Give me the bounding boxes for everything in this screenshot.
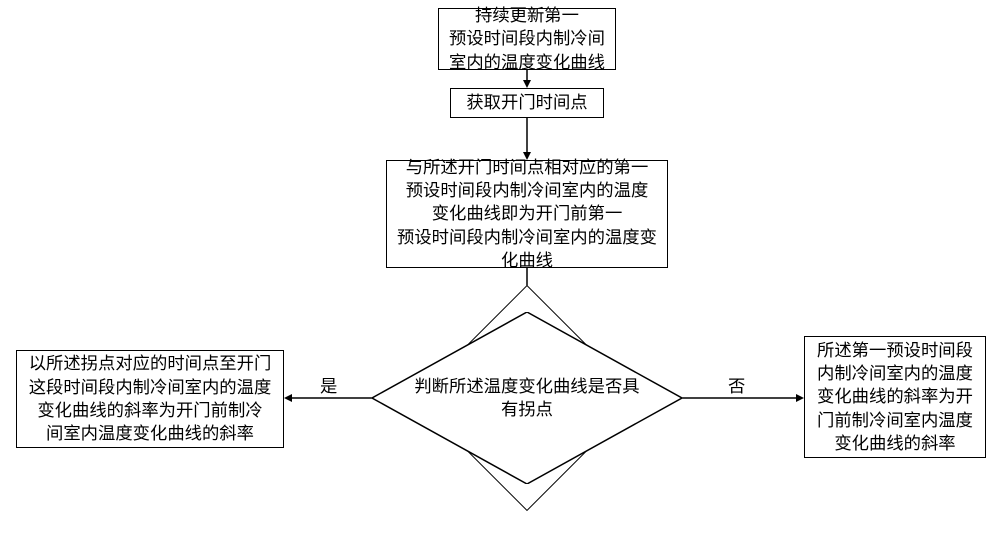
flow-box-slope-from-inflection: 以所述拐点对应的时间点至开门这段时间段内制冷间室内的温度变化曲线的斜率为开门前制…	[16, 350, 284, 448]
arrow-n2-n3	[523, 118, 531, 160]
diamond-text-wrap: 判断所述温度变化曲线是否具有拐点	[372, 312, 682, 484]
flow-box-text: 获取开门时间点	[466, 91, 587, 114]
flow-decision-has-inflection: 判断所述温度变化曲线是否具有拐点	[372, 312, 682, 484]
flow-decision-text: 判断所述温度变化曲线是否具有拐点	[414, 375, 639, 422]
flow-box-text: 持续更新第一预设时间段内制冷间室内的温度变化曲线	[449, 4, 605, 74]
edge-label-yes: 是	[320, 372, 337, 397]
edge-label-text: 否	[728, 377, 745, 396]
flow-box-corresponding-curve: 与所述开门时间点相对应的第一预设时间段内制冷间室内的温度变化曲线即为开门前第一预…	[386, 160, 668, 268]
flow-box-update-curve: 持续更新第一预设时间段内制冷间室内的温度变化曲线	[438, 8, 616, 70]
flow-box-text: 所述第一预设时间段内制冷间室内的温度变化曲线的斜率为开门前制冷间室内温度变化曲线…	[817, 339, 973, 456]
edge-label-no: 否	[728, 372, 745, 397]
flow-box-text: 以所述拐点对应的时间点至开门这段时间段内制冷间室内的温度变化曲线的斜率为开门前制…	[29, 352, 272, 446]
flow-box-text: 与所述开门时间点相对应的第一预设时间段内制冷间室内的温度变化曲线即为开门前第一预…	[397, 156, 657, 273]
edge-label-text: 是	[320, 377, 337, 396]
flow-box-get-open-time: 获取开门时间点	[450, 88, 604, 118]
flow-box-slope-full-segment: 所述第一预设时间段内制冷间室内的温度变化曲线的斜率为开门前制冷间室内温度变化曲线…	[804, 336, 986, 458]
